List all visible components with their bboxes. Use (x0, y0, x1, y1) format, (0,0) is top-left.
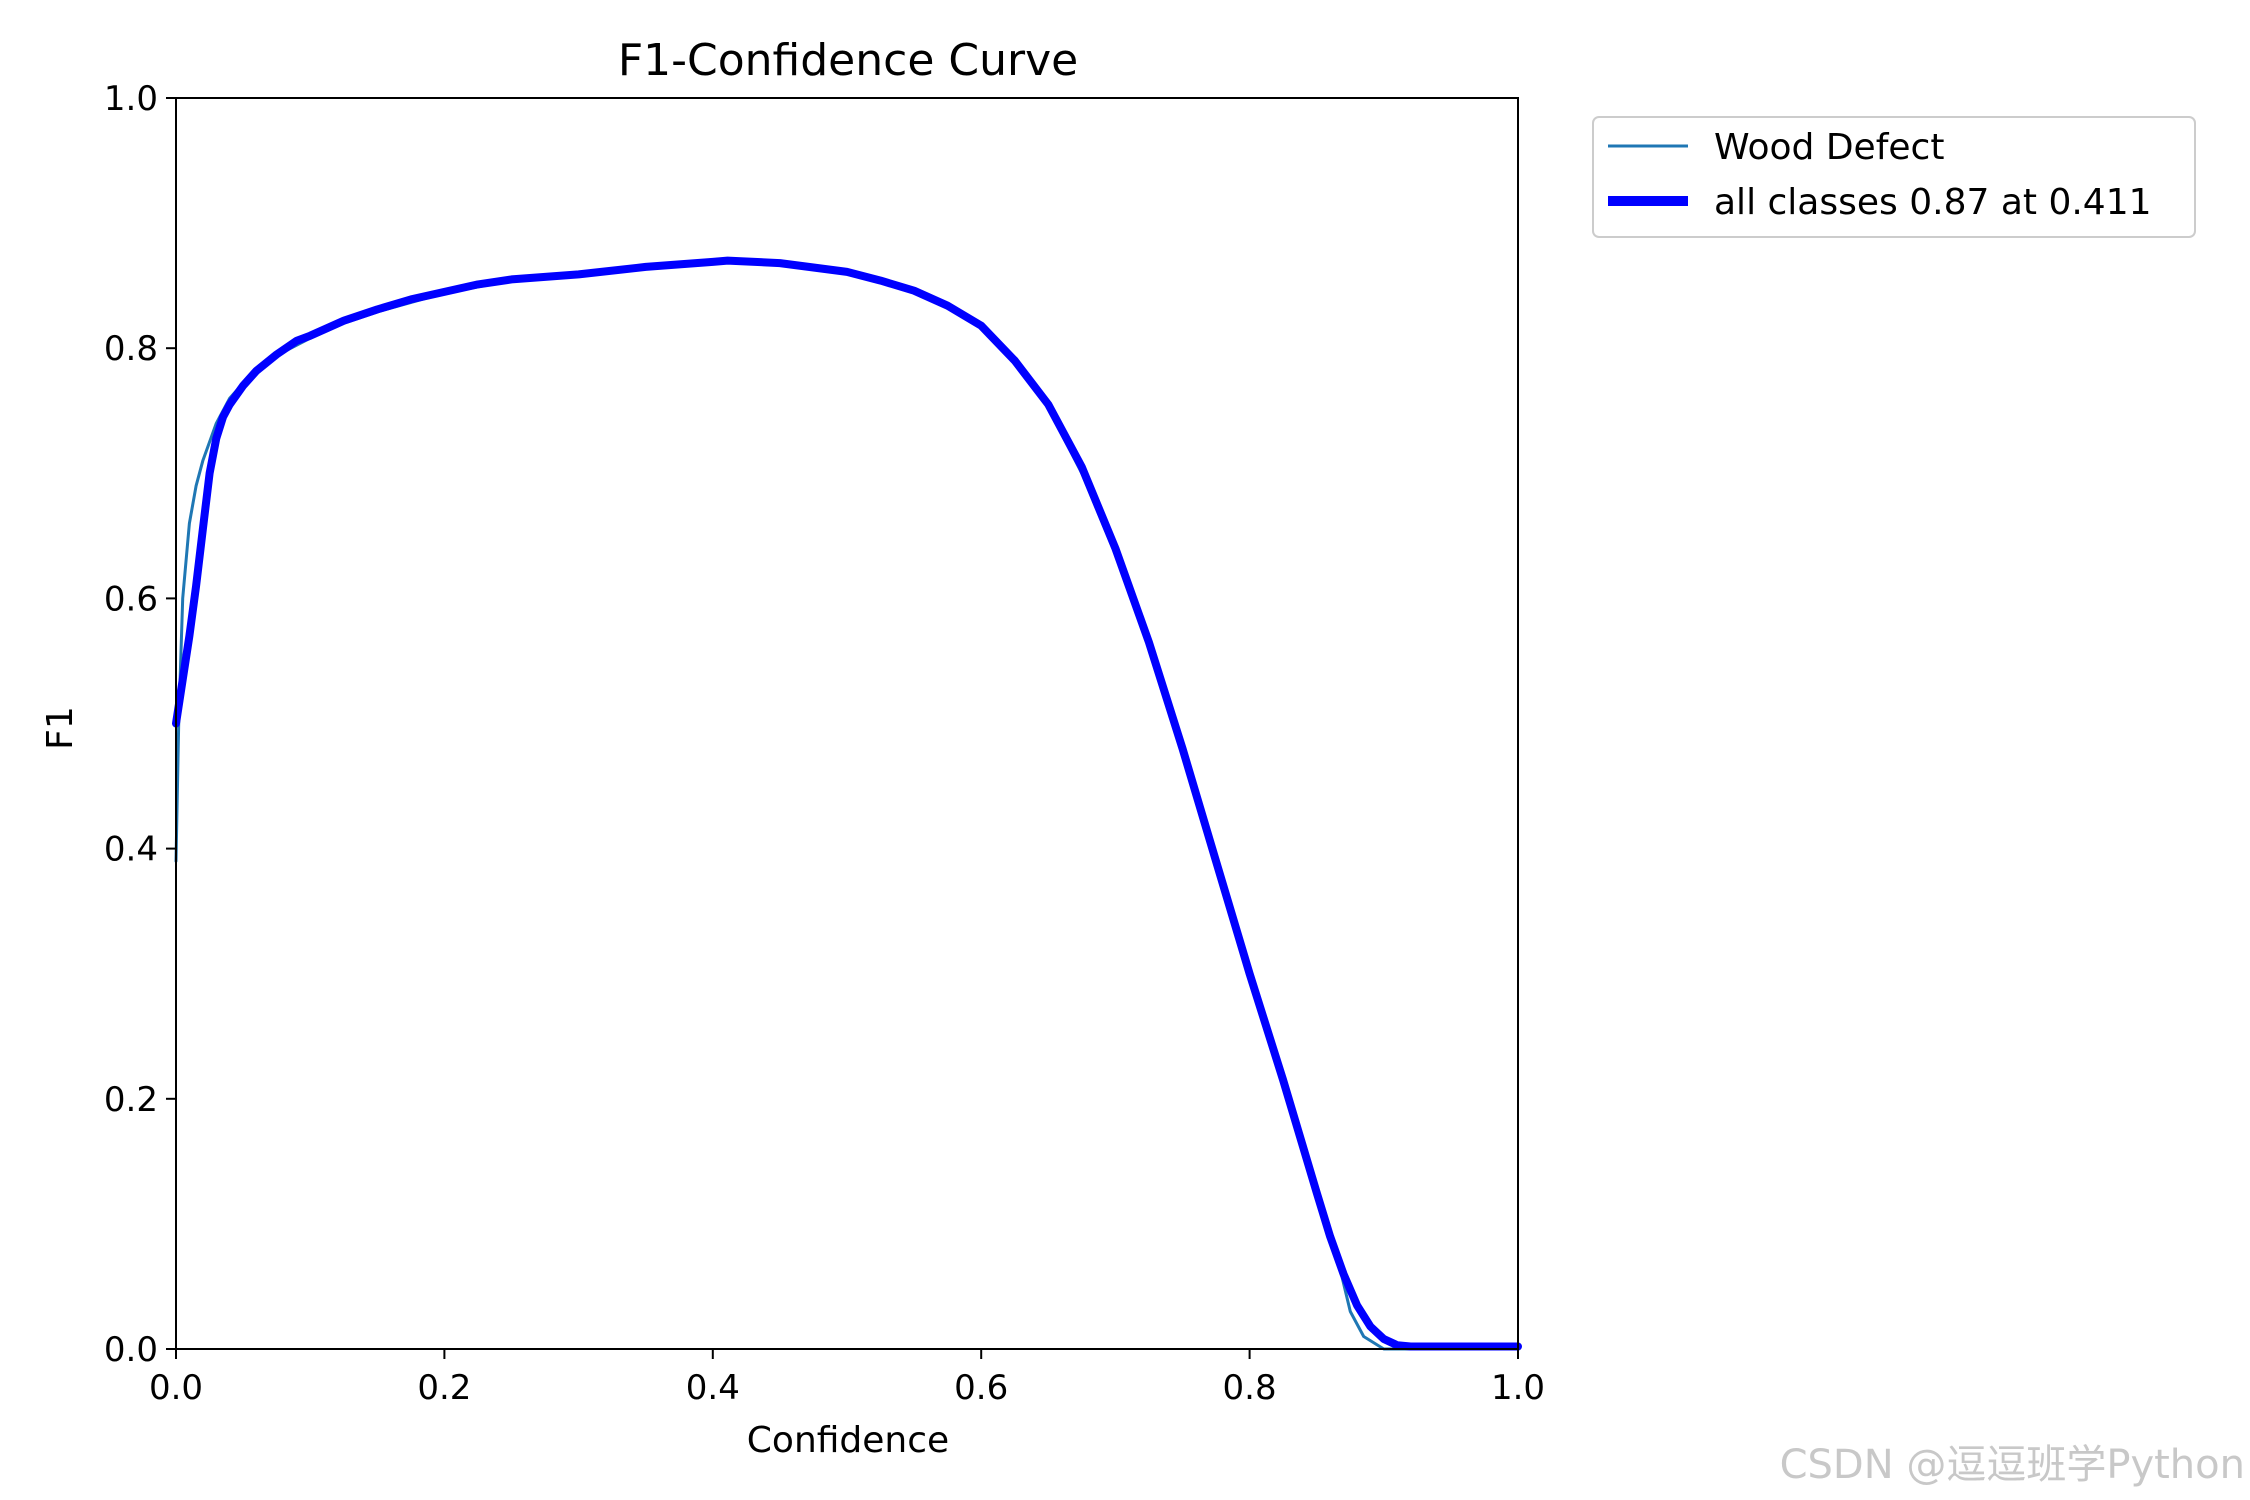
axes-frame (175, 97, 1519, 1350)
y-axis-label: F1 (40, 706, 81, 750)
x-tick-label: 0.2 (417, 1368, 471, 1408)
legend-label-all-classes: all classes 0.87 at 0.411 (1714, 182, 2152, 223)
y-tick-label: 0.0 (104, 1330, 158, 1370)
y-tick-label: 1.0 (104, 79, 158, 119)
x-tick-label: 0.8 (1223, 1368, 1277, 1408)
x-tick-label: 0.4 (686, 1368, 740, 1408)
x-tick-label: 0.6 (954, 1368, 1008, 1408)
y-tick-label: 0.6 (104, 579, 158, 619)
axis-ticks: 0.0 0.2 0.4 0.6 0.8 1.0 0.0 0.2 0.4 0.6 0.8 1.0 (104, 79, 1545, 1408)
series-line-1 (172, 256, 1522, 1351)
x-axis-label: Confidence (747, 1420, 949, 1461)
legend-frame (1592, 116, 2196, 238)
y-tick-label: 0.2 (104, 1080, 158, 1120)
x-tick-label: 0.0 (149, 1368, 203, 1408)
x-tick-label: 1.0 (1491, 1368, 1545, 1408)
y-tick-label: 0.8 (104, 329, 158, 369)
plot-area (172, 97, 1522, 1351)
watermark: CSDN @逗逗班学Python (1780, 1442, 2245, 1488)
legend-label-wood-defect: Wood Defect (1714, 127, 1944, 168)
y-tick-label: 0.4 (104, 830, 158, 870)
chart-title: F1-Confidence Curve (618, 35, 1078, 86)
legend: Wood Defect all classes 0.87 at 0.411 (1592, 116, 2196, 238)
